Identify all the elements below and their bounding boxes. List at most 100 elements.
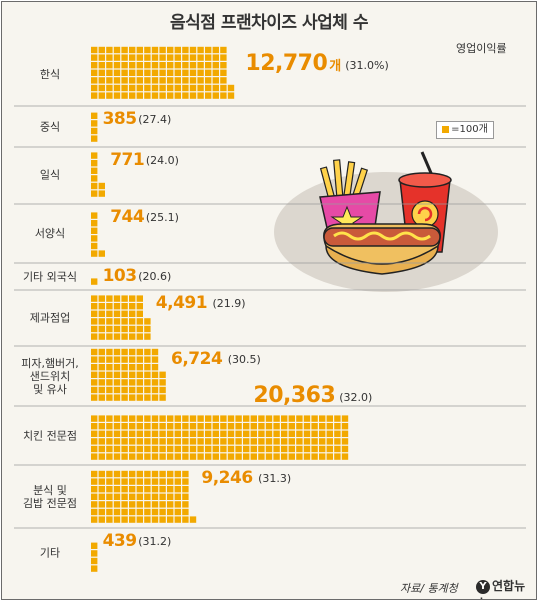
unit-square <box>91 92 98 99</box>
unit-square <box>91 135 98 142</box>
unit-square <box>106 69 113 76</box>
unit-square <box>174 415 181 422</box>
value-label: 385 <box>103 109 137 129</box>
unit-square <box>144 453 151 460</box>
unit-square <box>91 386 98 394</box>
unit-square <box>121 295 128 302</box>
unit-square <box>91 120 98 127</box>
publisher-name: 연합뉴스 <box>476 579 526 599</box>
unit-square <box>189 62 197 69</box>
unit-square <box>250 415 257 422</box>
unit-square <box>319 453 326 460</box>
value-label: 4,491 <box>156 293 207 313</box>
value-label: 103 <box>103 266 137 286</box>
unit-square <box>144 493 151 500</box>
unit-square <box>197 77 204 84</box>
unit-square <box>326 453 333 460</box>
unit-square <box>303 453 311 460</box>
unit-square <box>303 415 311 422</box>
unit-square <box>129 92 136 99</box>
unit-square <box>288 445 295 453</box>
unit-square <box>311 438 318 445</box>
unit-square <box>121 493 128 500</box>
unit-square <box>129 333 136 340</box>
unit-square <box>136 69 143 76</box>
unit-square <box>174 508 181 516</box>
unit-square <box>91 430 98 437</box>
unit-square <box>98 295 105 302</box>
unit-square <box>189 415 197 422</box>
margin-label: (31.3) <box>258 472 291 485</box>
unit-square <box>91 415 98 422</box>
unit-square <box>106 516 113 523</box>
unit-square <box>341 423 349 430</box>
category-label: 일식 <box>40 168 60 182</box>
unit-square <box>98 501 105 508</box>
unit-square <box>227 92 235 99</box>
margin-label: (20.6) <box>138 270 171 283</box>
unit-square <box>212 77 219 84</box>
unit-square <box>91 394 98 401</box>
unit-square <box>121 486 128 493</box>
unit-square <box>182 445 189 453</box>
unit-square <box>98 364 105 371</box>
unit-square <box>106 303 113 310</box>
unit-square <box>113 69 121 76</box>
unit-square <box>113 379 121 386</box>
unit-square <box>243 430 250 437</box>
unit-square <box>205 453 212 460</box>
unit-square <box>106 77 113 84</box>
unit-square <box>144 486 151 493</box>
unit-square <box>136 333 143 340</box>
unit-square <box>334 430 341 437</box>
unit-square <box>106 486 113 493</box>
unit-square <box>98 493 105 500</box>
unit-square <box>129 364 136 371</box>
unit-square <box>174 92 181 99</box>
unit-square <box>129 470 136 478</box>
unit-square <box>113 470 121 478</box>
category-row: 중식 385 (27.4) <box>14 105 526 142</box>
unit-square <box>136 325 143 333</box>
unit-square <box>212 62 219 69</box>
unit-square <box>106 508 113 516</box>
unit-square <box>159 445 166 453</box>
unit-square <box>281 423 288 430</box>
unit-square <box>113 501 121 508</box>
unit-square <box>144 478 151 485</box>
unit-square <box>91 325 98 333</box>
unit-square <box>341 453 349 460</box>
unit-square <box>144 356 151 363</box>
unit-square <box>174 69 181 76</box>
unit-square <box>91 501 98 508</box>
unit-square <box>91 493 98 500</box>
unit-square <box>98 250 105 257</box>
category-row: 일식 771 (24.0) <box>14 146 526 197</box>
unit-square <box>174 438 181 445</box>
category-label: 피자,햄버거, <box>21 357 79 370</box>
unit-square <box>106 62 113 69</box>
unit-square <box>296 453 303 460</box>
unit-square <box>91 516 98 523</box>
unit-square <box>167 62 174 69</box>
unit-square <box>167 478 174 485</box>
unit-square <box>258 438 265 445</box>
unit-square <box>167 77 174 84</box>
unit-square <box>98 508 105 516</box>
unit-square <box>113 493 121 500</box>
unit-square <box>113 478 121 485</box>
unit-square <box>113 516 121 523</box>
unit-square <box>341 438 349 445</box>
value-label: 744 <box>110 207 145 227</box>
unit-square <box>151 364 159 371</box>
unit-square <box>106 470 113 478</box>
unit-square <box>136 379 143 386</box>
unit-square <box>319 445 326 453</box>
unit-square <box>205 430 212 437</box>
unit-square <box>136 493 143 500</box>
unit-square <box>167 493 174 500</box>
unit-square <box>151 92 159 99</box>
unit-square <box>250 438 257 445</box>
unit-square <box>144 325 151 333</box>
unit-square <box>91 486 98 493</box>
